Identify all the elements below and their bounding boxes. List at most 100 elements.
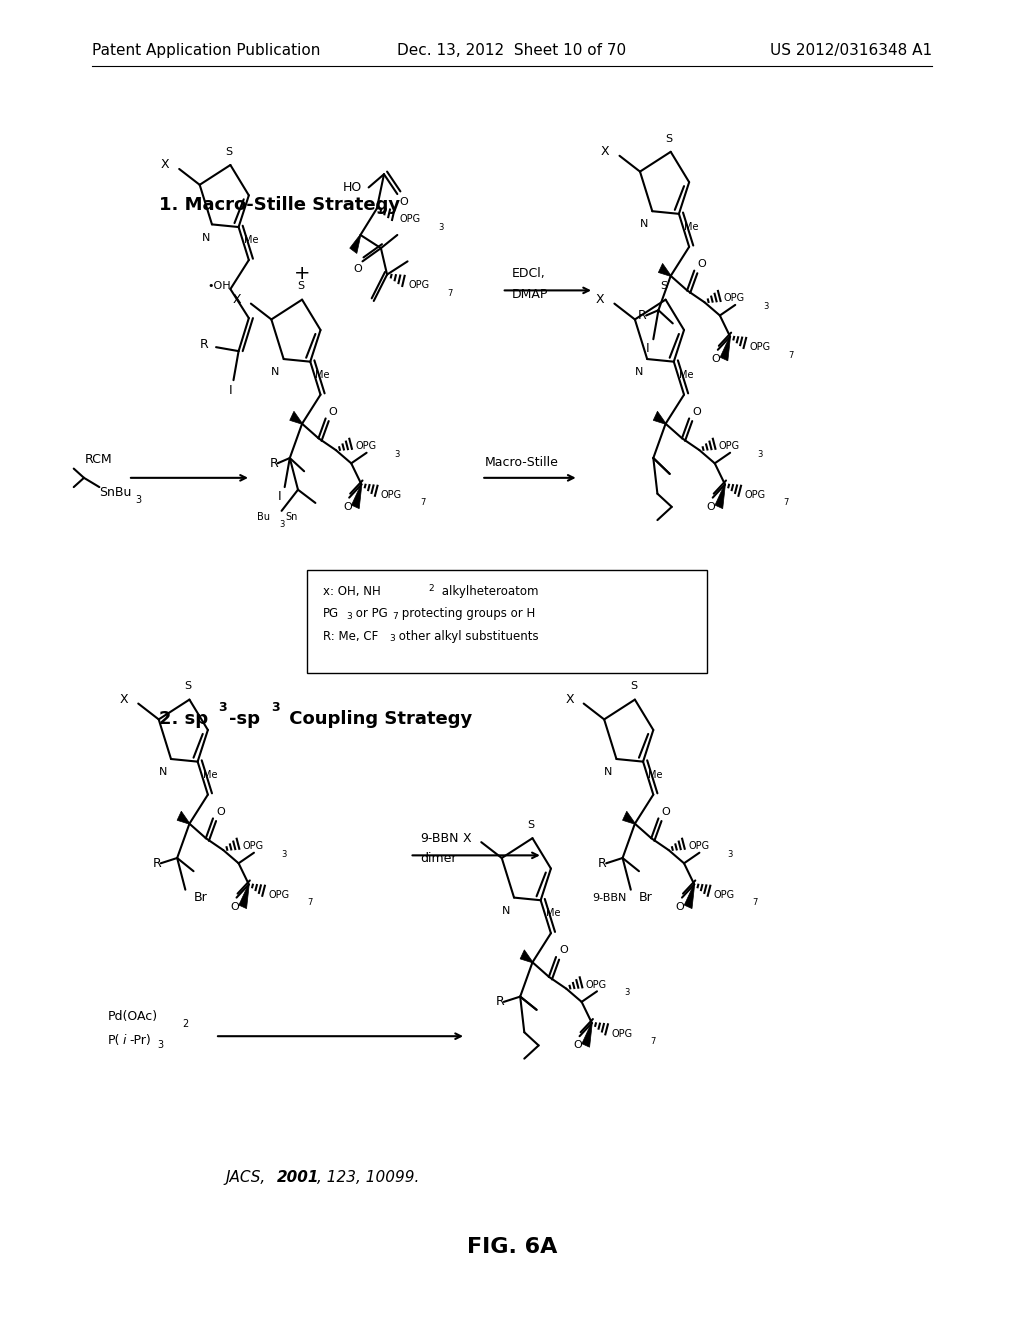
Text: 3: 3: [438, 223, 443, 231]
Text: 3: 3: [135, 495, 141, 506]
Text: Dec. 13, 2012  Sheet 10 of 70: Dec. 13, 2012 Sheet 10 of 70: [397, 42, 627, 58]
Text: 3: 3: [280, 520, 285, 528]
Text: 3: 3: [758, 450, 763, 458]
Text: S: S: [225, 147, 232, 157]
Text: O: O: [707, 502, 716, 512]
Text: protecting groups or H: protecting groups or H: [398, 607, 536, 620]
Text: 7: 7: [650, 1038, 655, 1045]
Text: 3: 3: [282, 850, 287, 858]
Text: OPG: OPG: [355, 441, 377, 451]
Text: 7: 7: [420, 499, 425, 507]
Polygon shape: [520, 950, 532, 962]
Text: X: X: [596, 293, 604, 306]
Text: , 123, 10099.: , 123, 10099.: [317, 1170, 420, 1185]
Text: O: O: [230, 902, 240, 912]
Polygon shape: [623, 812, 635, 824]
Polygon shape: [715, 484, 725, 508]
Text: Me: Me: [315, 370, 330, 380]
Text: S: S: [527, 820, 535, 830]
Text: X: X: [120, 693, 128, 706]
Polygon shape: [177, 812, 189, 824]
Text: R: R: [496, 995, 505, 1008]
Text: 3: 3: [218, 701, 226, 714]
Text: Br: Br: [639, 891, 652, 904]
Text: P(: P(: [108, 1034, 120, 1047]
Text: Coupling Strategy: Coupling Strategy: [283, 710, 472, 729]
Polygon shape: [290, 412, 302, 424]
Text: Macro-Stille: Macro-Stille: [484, 455, 558, 469]
Text: Me: Me: [648, 770, 663, 780]
Text: O: O: [697, 259, 707, 269]
Text: 3: 3: [271, 701, 280, 714]
Text: S: S: [630, 681, 637, 692]
Text: Me: Me: [679, 370, 693, 380]
Text: O: O: [399, 197, 409, 207]
Polygon shape: [351, 484, 361, 508]
Text: I: I: [646, 342, 650, 355]
Text: R: R: [269, 457, 279, 470]
Text: 7: 7: [788, 351, 794, 359]
Text: OPG: OPG: [399, 214, 421, 224]
Text: Me: Me: [546, 908, 560, 919]
Text: N: N: [635, 367, 643, 378]
Text: R: R: [200, 338, 209, 351]
Text: 7: 7: [753, 899, 758, 907]
Text: N: N: [502, 906, 510, 916]
Text: -sp: -sp: [229, 710, 260, 729]
Text: O: O: [712, 354, 721, 364]
Text: N: N: [159, 767, 167, 777]
Text: OPG: OPG: [724, 293, 745, 304]
Text: O: O: [329, 407, 338, 417]
Text: X: X: [601, 145, 609, 158]
Text: R: Me, CF: R: Me, CF: [323, 630, 378, 643]
Text: 2001: 2001: [276, 1170, 319, 1185]
Text: Br: Br: [194, 891, 207, 904]
Text: JACS,: JACS,: [225, 1170, 270, 1185]
Text: R: R: [638, 309, 647, 322]
Text: Bu: Bu: [257, 512, 270, 523]
Text: +: +: [294, 264, 310, 282]
Text: 7: 7: [392, 612, 398, 620]
Text: S: S: [666, 133, 673, 144]
Text: OPG: OPG: [586, 979, 607, 990]
Text: 9-BBN: 9-BBN: [592, 892, 627, 903]
Text: O: O: [676, 902, 685, 912]
Text: SnBu: SnBu: [99, 486, 132, 499]
Text: S: S: [660, 281, 668, 292]
Text: 7: 7: [307, 899, 312, 907]
Text: X: X: [232, 293, 241, 306]
Text: OPG: OPG: [750, 342, 771, 352]
Text: OPG: OPG: [268, 890, 290, 900]
Text: N: N: [271, 367, 280, 378]
Text: OPG: OPG: [409, 280, 430, 290]
Text: R: R: [153, 857, 162, 870]
Text: Me: Me: [244, 235, 258, 246]
Polygon shape: [582, 1023, 592, 1047]
Text: 2: 2: [428, 585, 433, 593]
Polygon shape: [684, 884, 694, 908]
Text: 3: 3: [763, 302, 768, 310]
Polygon shape: [720, 337, 730, 360]
Text: S: S: [184, 681, 191, 692]
Text: O: O: [353, 264, 362, 275]
Text: dimer: dimer: [420, 851, 457, 865]
Text: 3: 3: [158, 1040, 164, 1051]
Polygon shape: [653, 412, 666, 424]
Text: I: I: [228, 384, 232, 397]
Text: OPG: OPG: [381, 490, 402, 500]
Text: OPG: OPG: [611, 1028, 633, 1039]
Text: O: O: [662, 807, 671, 817]
Text: OPG: OPG: [243, 841, 264, 851]
Text: RCM: RCM: [85, 453, 113, 466]
Polygon shape: [350, 235, 360, 253]
Text: O: O: [692, 407, 701, 417]
Text: 9-BBN: 9-BBN: [420, 832, 459, 845]
Text: HO: HO: [343, 181, 362, 194]
Text: OPG: OPG: [719, 441, 740, 451]
Text: 3: 3: [727, 850, 732, 858]
Text: -Pr): -Pr): [129, 1034, 151, 1047]
Text: 3: 3: [389, 635, 395, 643]
Text: •OH: •OH: [208, 281, 231, 292]
Text: X: X: [565, 693, 573, 706]
Text: 7: 7: [447, 289, 453, 297]
